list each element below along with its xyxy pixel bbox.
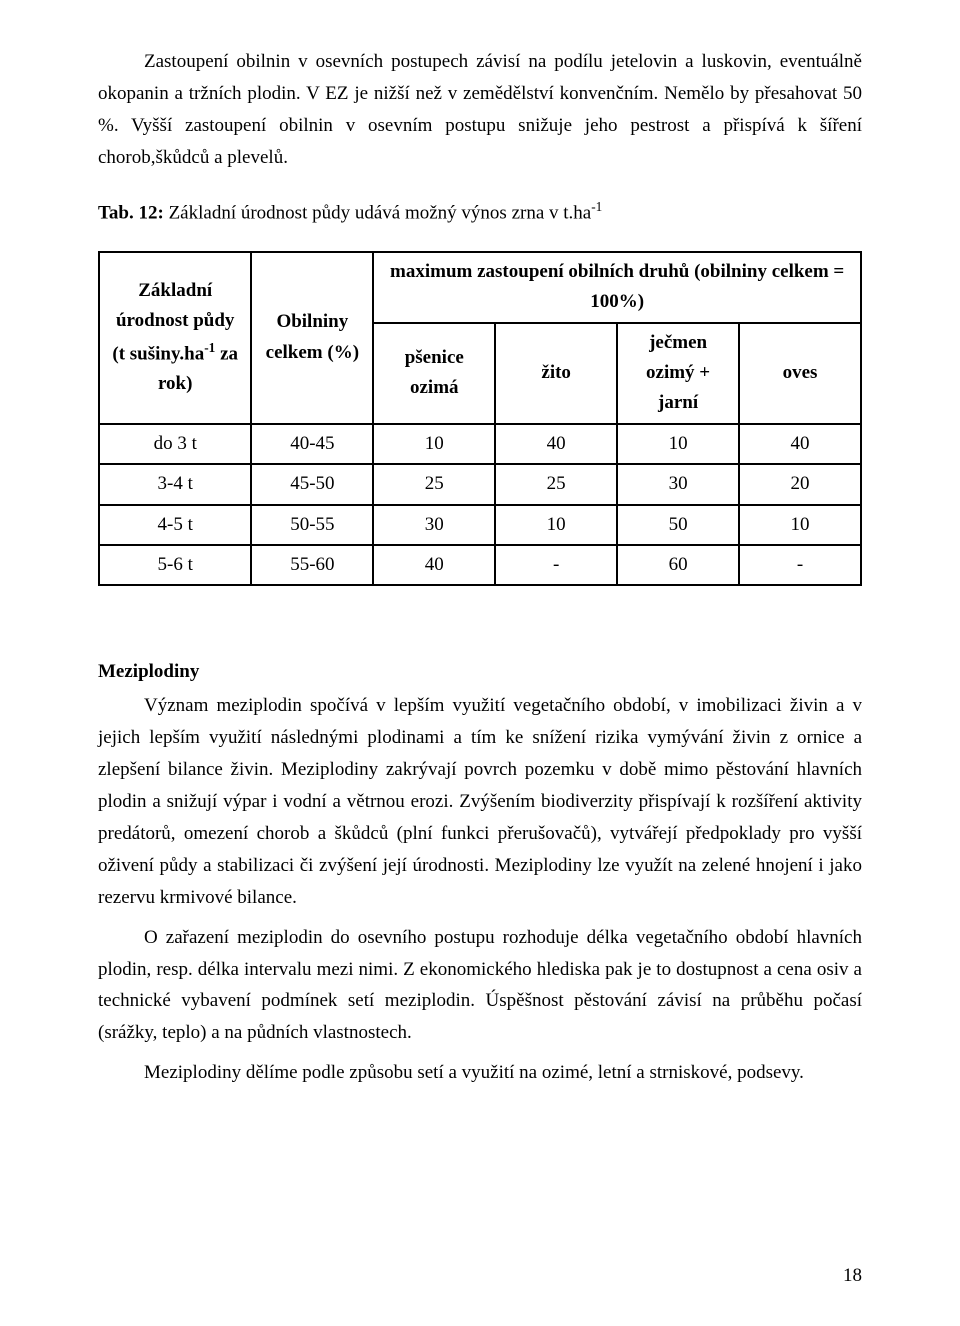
cell: do 3 t xyxy=(99,424,251,464)
caption-prefix: Tab. 12: xyxy=(98,202,164,223)
table-row: do 3 t 40-45 10 40 10 40 xyxy=(99,424,861,464)
th-sub2: žito xyxy=(495,323,617,424)
cell: - xyxy=(495,545,617,585)
th-col1-l3a: (t sušiny.ha xyxy=(112,343,204,364)
th-sub1-l2: ozimá xyxy=(410,377,459,398)
paragraph-4: Meziplodiny dělíme podle způsobu setí a … xyxy=(98,1057,862,1089)
cell: 40 xyxy=(495,424,617,464)
th-col1: Základní úrodnost půdy (t sušiny.ha-1 za… xyxy=(99,252,251,424)
th-col1-l4: rok) xyxy=(158,373,192,394)
cell: 20 xyxy=(739,464,861,504)
cell: 10 xyxy=(495,505,617,545)
cell: 3-4 t xyxy=(99,464,251,504)
cell: 55-60 xyxy=(251,545,373,585)
cell: 45-50 xyxy=(251,464,373,504)
th-col2: Obilniny celkem (%) xyxy=(251,252,373,424)
caption-text: Základní úrodnost půdy udává možný výnos… xyxy=(164,202,591,223)
caption-exp: -1 xyxy=(591,199,602,214)
th-sub3: ječmen ozimý + jarní xyxy=(617,323,739,424)
cell: 25 xyxy=(495,464,617,504)
th-col1-l2: úrodnost půdy xyxy=(116,310,234,331)
paragraph-3: O zařazení meziplodin do osevního postup… xyxy=(98,922,862,1050)
cell: 4-5 t xyxy=(99,505,251,545)
th-sub3-l3: jarní xyxy=(658,392,698,413)
th-span: maximum zastoupení obilních druhů (obiln… xyxy=(373,252,861,323)
th-span-l2: 100%) xyxy=(590,291,644,312)
cell: 40-45 xyxy=(251,424,373,464)
th-sub1: pšenice ozimá xyxy=(373,323,495,424)
th-sub3-l2: ozimý + xyxy=(646,362,710,383)
cell: 60 xyxy=(617,545,739,585)
th-col2-l1: Obilniny xyxy=(276,311,348,332)
th-col1-l3b: za xyxy=(215,343,238,364)
paragraph-2: Význam meziplodin spočívá v lepším využi… xyxy=(98,690,862,913)
table-row: 5-6 t 55-60 40 - 60 - xyxy=(99,545,861,585)
cell: - xyxy=(739,545,861,585)
cell: 30 xyxy=(373,505,495,545)
table-row: 3-4 t 45-50 25 25 30 20 xyxy=(99,464,861,504)
table-caption: Tab. 12: Základní úrodnost půdy udává mo… xyxy=(98,196,862,229)
table-row: 4-5 t 50-55 30 10 50 10 xyxy=(99,505,861,545)
th-span-l1: maximum zastoupení obilních druhů (obiln… xyxy=(390,261,844,282)
page-number: 18 xyxy=(843,1260,862,1292)
cell: 10 xyxy=(617,424,739,464)
cell: 30 xyxy=(617,464,739,504)
th-col2-l2: celkem (%) xyxy=(266,342,359,363)
th-sub4: oves xyxy=(739,323,861,424)
th-sub3-l1: ječmen xyxy=(649,332,707,353)
section-title: Meziplodiny xyxy=(98,656,862,688)
cell: 50 xyxy=(617,505,739,545)
cell: 5-6 t xyxy=(99,545,251,585)
paragraph-intro: Zastoupení obilnin v osevních postupech … xyxy=(98,46,862,174)
cell: 40 xyxy=(373,545,495,585)
yield-table: Základní úrodnost půdy (t sušiny.ha-1 za… xyxy=(98,251,862,587)
th-col1-l1: Základní xyxy=(138,280,212,301)
cell: 40 xyxy=(739,424,861,464)
cell: 50-55 xyxy=(251,505,373,545)
cell: 10 xyxy=(739,505,861,545)
cell: 25 xyxy=(373,464,495,504)
cell: 10 xyxy=(373,424,495,464)
th-col1-l3sup: -1 xyxy=(204,340,215,355)
th-sub1-l1: pšenice xyxy=(405,347,464,368)
